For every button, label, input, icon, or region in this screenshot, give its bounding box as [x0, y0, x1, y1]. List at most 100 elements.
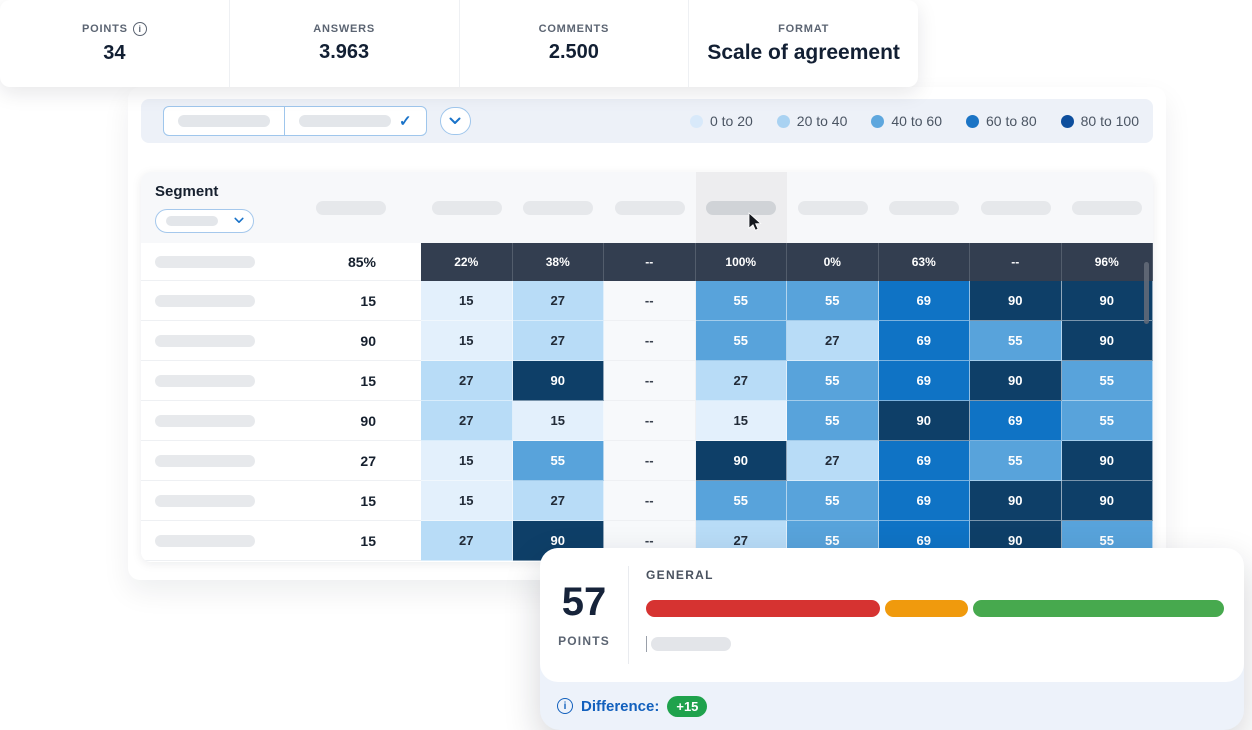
heatmap-cell[interactable]: 90 [970, 361, 1062, 401]
heatmap-cell[interactable]: -- [604, 401, 696, 441]
heatmap-cell[interactable]: 69 [970, 401, 1062, 441]
heatmap-cell[interactable]: 90 [970, 481, 1062, 521]
heatmap-cell[interactable]: 69 [878, 281, 970, 321]
column-header-highlighted[interactable] [695, 172, 787, 243]
heatmap-cell[interactable]: 69 [878, 361, 970, 401]
heatmap-cell[interactable]: 55 [1061, 401, 1153, 441]
heatmap-cell[interactable]: 55 [787, 481, 879, 521]
info-icon[interactable]: i [132, 22, 147, 36]
mouse-cursor-icon [748, 212, 762, 231]
heatmap-cell[interactable]: 55 [970, 321, 1062, 361]
heatmap-cell[interactable]: 69 [878, 321, 970, 361]
segment-dropdown[interactable] [155, 208, 254, 233]
column-header[interactable] [1062, 172, 1154, 243]
heatmap-cell[interactable]: -- [604, 361, 696, 401]
heatmap-cell[interactable]: -- [604, 243, 696, 281]
heatmap-cell[interactable]: 55 [695, 481, 787, 521]
heatmap-cell[interactable]: 27 [512, 321, 604, 361]
view-toggle: ✓ [163, 106, 427, 136]
table-row: 15 27 90 -- 27 55 69 90 55 [141, 361, 1153, 401]
heatmap-cell[interactable]: 27 [512, 281, 604, 321]
general-block: GENERAL [629, 548, 1244, 682]
heatmap-cell[interactable]: 63% [878, 243, 970, 281]
column-header[interactable] [513, 172, 605, 243]
column-header[interactable] [604, 172, 696, 243]
vertical-scrollbar[interactable] [1144, 262, 1149, 324]
heatmap-cell[interactable]: 55 [787, 401, 879, 441]
score-distribution-bars [646, 600, 1224, 617]
column-header[interactable] [281, 172, 421, 243]
heatmap-cell[interactable]: 27 [421, 361, 513, 401]
difference-badge: +15 [667, 695, 708, 717]
heatmap-cell[interactable]: -- [604, 441, 696, 481]
heatmap-cell[interactable]: 55 [1061, 361, 1153, 401]
heatmap-cell[interactable]: 15 [421, 321, 513, 361]
table-row: 90 27 15 -- 15 55 90 69 55 [141, 401, 1153, 441]
skeleton-text [155, 334, 255, 347]
heatmap-cell[interactable]: 22% [421, 243, 513, 281]
legend-label: 60 to 80 [986, 113, 1037, 129]
heatmap-cell[interactable]: 96% [1061, 243, 1153, 281]
stat-answers-label: ANSWERS [313, 23, 376, 35]
heatmap-cell[interactable]: 15 [512, 401, 604, 441]
heatmap-cell[interactable]: 90 [695, 441, 787, 481]
row-label-skeleton [141, 243, 281, 281]
heatmap-cell[interactable]: 55 [512, 441, 604, 481]
heatmap-cell[interactable]: 69 [878, 441, 970, 481]
heatmap-cell[interactable]: 27 [787, 441, 879, 481]
view-toggle-option-1[interactable] [164, 107, 284, 135]
heatmap-cell[interactable]: -- [970, 243, 1062, 281]
view-toggle-option-2-selected[interactable]: ✓ [284, 107, 426, 135]
heatmap-cell[interactable]: 55 [695, 281, 787, 321]
heatmap-cell[interactable]: 15 [695, 401, 787, 441]
expand-button[interactable] [439, 107, 471, 135]
stat-points: POINTS i 34 [0, 0, 229, 87]
skeleton-text [155, 374, 255, 387]
heatmap-cell[interactable]: 90 [1061, 281, 1153, 321]
heatmap-cell[interactable]: 55 [970, 441, 1062, 481]
heatmap-cell[interactable]: 90 [970, 281, 1062, 321]
results-panel: ✓ 0 to 20 20 to 40 40 to 60 60 to 80 80 to 1… [128, 87, 1166, 580]
column-header[interactable] [421, 172, 513, 243]
heatmap-cell[interactable]: 27 [421, 521, 513, 561]
heatmap-cell[interactable]: 15 [421, 441, 513, 481]
heatmap-cell[interactable]: 27 [421, 401, 513, 441]
table-row: 27 15 55 -- 90 27 69 55 90 [141, 441, 1153, 481]
skeleton-column-label [316, 200, 386, 215]
heatmap-cell[interactable]: 90 [1061, 321, 1153, 361]
heatmap-cell[interactable]: 15 [421, 481, 513, 521]
heatmap-cell[interactable]: 69 [878, 481, 970, 521]
heatmap-cell[interactable]: -- [604, 281, 696, 321]
heatmap-cell[interactable]: 55 [695, 321, 787, 361]
stats-summary-card: POINTS i 34 ANSWERS 3.963 COMMENTS 2.500… [0, 0, 918, 87]
heatmap-cell[interactable]: 27 [512, 481, 604, 521]
green-bar [973, 600, 1224, 617]
table-row: 15 15 27 -- 55 55 69 90 90 [141, 481, 1153, 521]
checkmark-icon: ✓ [399, 113, 412, 130]
heatmap-cell[interactable]: 0% [787, 243, 879, 281]
heatmap-cell[interactable]: 55 [787, 361, 879, 401]
heatmap-cell[interactable]: 55 [787, 281, 879, 321]
heatmap-cell[interactable]: 15 [421, 281, 513, 321]
heatmap-cell[interactable]: 100% [695, 243, 787, 281]
column-header[interactable] [879, 172, 971, 243]
heatmap-cell[interactable]: 90 [512, 361, 604, 401]
heatmap-cell[interactable]: 90 [1061, 481, 1153, 521]
heatmap-cell[interactable]: 27 [787, 321, 879, 361]
skeleton-text [155, 414, 255, 427]
heatmap-cell[interactable]: -- [604, 321, 696, 361]
column-header[interactable] [970, 172, 1062, 243]
heatmap-cell[interactable]: -- [604, 481, 696, 521]
table-row: 90 15 27 -- 55 27 69 55 90 [141, 321, 1153, 361]
legend-dot-icon [689, 114, 703, 128]
orange-bar [884, 600, 969, 617]
stat-comments: COMMENTS 2.500 [458, 0, 689, 87]
info-icon[interactable]: i [557, 698, 573, 714]
heatmap-cell[interactable]: 27 [695, 361, 787, 401]
column-header[interactable] [787, 172, 879, 243]
heatmap-cell[interactable]: 90 [878, 401, 970, 441]
difference-footer: i Difference: +15 [540, 682, 1244, 730]
heatmap-cell[interactable]: 90 [1061, 441, 1153, 481]
heatmap-cell[interactable]: 38% [512, 243, 604, 281]
